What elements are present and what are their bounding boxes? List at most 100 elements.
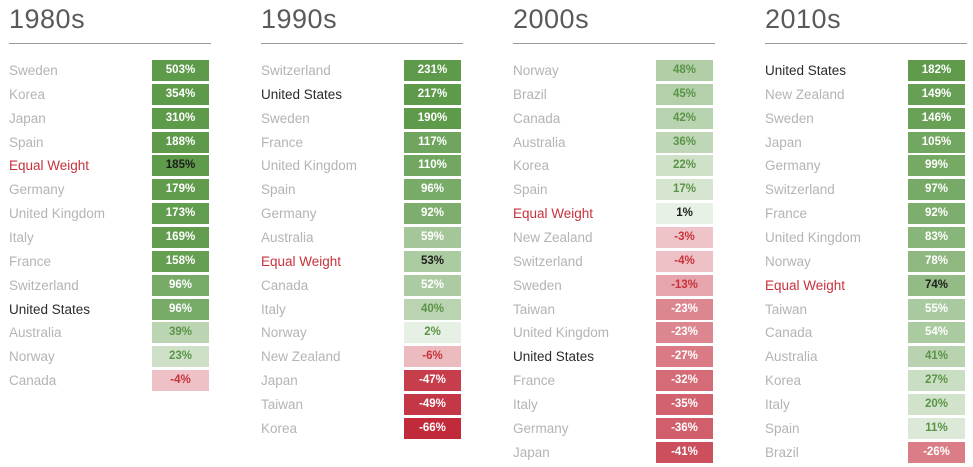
country-label: Equal Weight (261, 253, 342, 269)
country-label: Equal Weight (513, 206, 594, 222)
table-row: Spain 17% (513, 179, 715, 201)
return-value-cell: 45% (656, 83, 713, 105)
return-value-cell: 27% (908, 370, 965, 392)
country-label: Korea (261, 420, 298, 436)
return-value-cell: 41% (908, 346, 965, 368)
table-row: Australia 59% (261, 226, 463, 249)
country-label: Equal Weight (9, 158, 90, 174)
country-label: Brazil (765, 444, 799, 460)
return-value-cell: 185% (152, 155, 209, 177)
return-value-cell: 97% (908, 179, 965, 201)
country-label: Australia (9, 325, 62, 341)
panel-title: 2010s (765, 4, 842, 34)
return-value-cell: -23% (656, 298, 713, 320)
table-row: Germany 179% (9, 179, 211, 201)
table-row: United States 182% (765, 60, 967, 82)
return-value-cell: -41% (656, 441, 713, 463)
return-value-cell: 99% (908, 155, 965, 177)
return-value-cell: 78% (908, 250, 965, 272)
table-row: Australia 36% (513, 131, 715, 154)
country-label: Sweden (9, 63, 58, 78)
table-row: United Kingdom -23% (513, 322, 715, 344)
country-label: Spain (9, 134, 44, 150)
country-label: Sweden (261, 110, 310, 126)
return-value-cell: 83% (908, 226, 965, 248)
return-value-cell: 92% (908, 203, 965, 225)
country-label: Germany (261, 206, 317, 222)
country-label: Norway (765, 253, 811, 269)
table-row: Germany 99% (765, 155, 967, 177)
return-value-cell: 11% (908, 417, 965, 439)
table-row: Italy 40% (261, 298, 463, 321)
country-label: Germany (765, 158, 821, 174)
return-value-cell: 42% (656, 107, 713, 129)
return-value-cell: 158% (152, 250, 209, 272)
country-label: United Kingdom (261, 158, 358, 174)
return-value-cell: -27% (656, 346, 713, 368)
table-row: Australia 39% (9, 322, 211, 344)
return-value-cell: -26% (908, 441, 965, 463)
country-label: France (513, 373, 556, 389)
country-label: Switzerland (261, 63, 331, 78)
table-row: Equal Weight 74% (765, 274, 967, 297)
country-label: Brazil (513, 86, 547, 102)
table-row: Canada 54% (765, 322, 967, 344)
country-label: Korea (9, 86, 46, 102)
country-label: Switzerland (513, 253, 583, 269)
table-row: Brazil -26% (765, 441, 967, 464)
country-label: Norway (261, 325, 307, 341)
table-row: Japan 105% (765, 131, 967, 154)
table-row: Italy 169% (9, 226, 211, 249)
country-label: Spain (513, 182, 548, 198)
table-row: Canada 52% (261, 274, 463, 297)
country-label: New Zealand (513, 229, 593, 245)
country-label: Korea (765, 373, 802, 389)
return-value-cell: 231% (404, 60, 461, 81)
table-row: France 158% (9, 250, 211, 273)
country-label: Spain (261, 182, 296, 198)
table-row: Equal Weight 185% (9, 155, 211, 177)
table-row: New Zealand -6% (261, 346, 463, 368)
return-value-cell: 2% (404, 322, 461, 344)
country-label: Canada (765, 325, 813, 341)
table-row: United States 217% (261, 83, 463, 106)
country-label: Germany (9, 182, 65, 198)
country-label: Switzerland (9, 277, 79, 293)
table-row: Switzerland 231% (261, 60, 463, 82)
table-row: Italy -35% (513, 393, 715, 416)
table-row: Switzerland 97% (765, 179, 967, 201)
panel-title: 1980s (9, 4, 86, 34)
country-label: Japan (513, 444, 550, 460)
table-row: United Kingdom 83% (765, 226, 967, 249)
return-value-cell: 17% (656, 179, 713, 201)
return-value-cell: 59% (404, 226, 461, 248)
table-row: Germany -36% (513, 417, 715, 440)
table-row: France 92% (765, 203, 967, 225)
country-label: United States (9, 301, 91, 317)
title-divider (765, 43, 967, 44)
table-row: Equal Weight 53% (261, 250, 463, 273)
country-label: Taiwan (513, 301, 556, 317)
return-value-cell: 217% (404, 83, 461, 105)
return-value-cell: -3% (656, 226, 713, 248)
return-value-cell: 105% (908, 131, 965, 153)
return-value-cell: 20% (908, 393, 965, 415)
return-value-cell: 74% (908, 274, 965, 296)
table-row: Sweden 146% (765, 107, 967, 130)
return-value-cell: -35% (656, 393, 713, 415)
table-row: Japan -47% (261, 370, 463, 392)
country-label: United States (261, 86, 343, 102)
panel-1980s: 1980s Sweden 503% Korea 354% Japan 310% Spain 18… (9, 0, 211, 467)
table-row: Norway 2% (261, 322, 463, 344)
return-value-cell: -13% (656, 274, 713, 296)
panel-2000s: 2000s Norway 48% Brazil 45% Canada 42% Australi… (513, 0, 715, 467)
country-label: Japan (9, 110, 46, 126)
country-label: Canada (9, 373, 57, 389)
country-label: Canada (261, 277, 309, 293)
table-row: Italy 20% (765, 393, 967, 416)
country-label: Korea (513, 158, 550, 174)
return-value-cell: 23% (152, 346, 209, 368)
table-row: Norway 78% (765, 250, 967, 273)
return-value-cell: -36% (656, 417, 713, 439)
return-value-cell: 169% (152, 226, 209, 248)
